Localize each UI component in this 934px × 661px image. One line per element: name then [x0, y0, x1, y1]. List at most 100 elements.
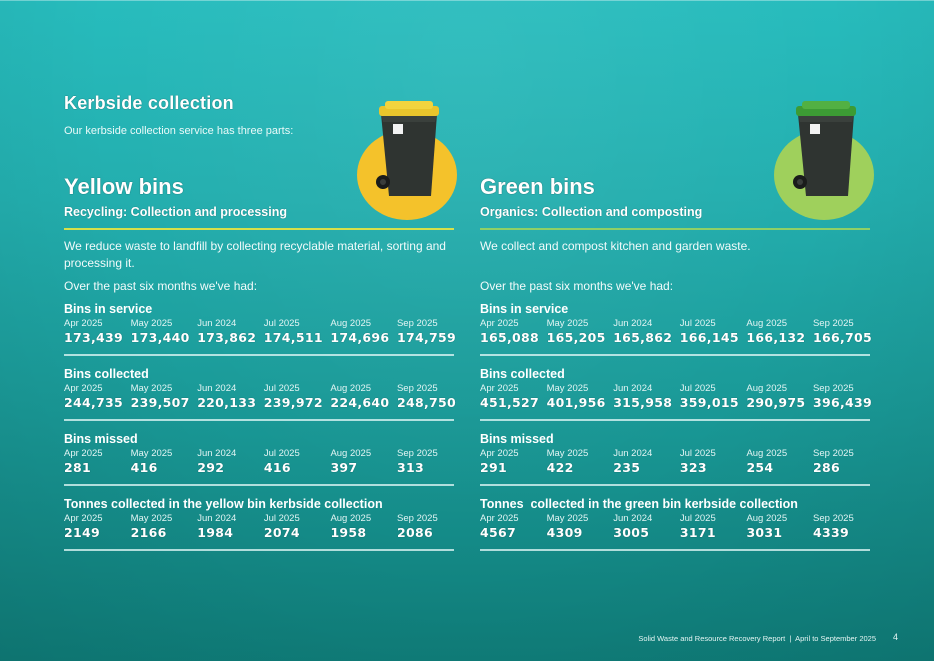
section-subtitle: Our kerbside collection service has thre…	[64, 125, 294, 137]
stat-value: 174,759	[396, 330, 457, 345]
stat-cell: Sep 2025 174,759	[397, 317, 456, 346]
stat-month: May 2025	[130, 318, 173, 329]
stat-cell: May 2025 401,956	[547, 382, 614, 411]
stat-row: Apr 2025 281 May 2025 416 Jun 2024 292 Jul …	[64, 447, 456, 476]
stat-value: 292	[197, 460, 225, 475]
stat-title: Bins collected	[480, 367, 565, 381]
stat-month: May 2025	[130, 513, 173, 524]
stat-cell: May 2025 165,205	[547, 317, 614, 346]
stat-cell: May 2025 416	[131, 447, 198, 476]
stat-month: Jun 2024	[613, 383, 653, 394]
stat-row: Apr 2025 291 May 2025 422 Jun 2024 235 Jul …	[480, 447, 872, 476]
stat-month: Jul 2025	[263, 383, 300, 394]
stat-row: Apr 2025 451,527 May 2025 401,956 Jun 2024…	[480, 382, 872, 411]
green-bin-icon	[774, 98, 874, 220]
stat-month: Aug 2025	[330, 513, 372, 524]
stat-month: Apr 2025	[480, 513, 519, 524]
stat-cell: Sep 2025 396,439	[813, 382, 872, 411]
stat-title: Bins collected	[64, 367, 149, 381]
green-bins-period-label: Over the past six months we've had:	[480, 279, 674, 293]
yellow-bin-icon	[357, 98, 457, 220]
stat-title: Bins in service	[64, 302, 153, 316]
stat-value: 4339	[813, 525, 850, 540]
stat-value: 166,145	[679, 330, 739, 345]
stat-cell: Apr 2025 291	[480, 447, 547, 476]
stat-cell: Jun 2024 173,862	[197, 317, 264, 346]
stat-value: 166,705	[812, 330, 873, 345]
stat-month: Jun 2024	[613, 513, 653, 524]
page-number: 4	[892, 632, 898, 642]
stat-cell: Apr 2025 165,088	[480, 317, 547, 346]
stat-value: 315,958	[613, 395, 673, 410]
stat-value: 165,862	[613, 330, 673, 345]
stat-cell: May 2025 422	[547, 447, 614, 476]
green-bins-title: Green bins	[480, 174, 595, 199]
stat-value: 224,640	[330, 395, 390, 410]
stat-month: May 2025	[546, 318, 589, 329]
stat-cell: Aug 2025 1958	[330, 512, 397, 541]
stat-month: Apr 2025	[480, 318, 519, 329]
wheelie-bin-icon	[793, 101, 856, 196]
stat-value: 396,439	[812, 395, 873, 410]
stat-month: Aug 2025	[330, 448, 372, 459]
stat-month: Sep 2025	[813, 513, 854, 524]
stat-cell: Sep 2025 166,705	[813, 317, 872, 346]
stat-cell: Aug 2025 254	[746, 447, 813, 476]
stat-value: 1984	[197, 525, 234, 540]
stat-value: 4309	[546, 525, 583, 540]
stat-cell: Jun 2024 165,862	[613, 317, 680, 346]
stat-month: Aug 2025	[746, 448, 788, 459]
stat-month: Jun 2024	[197, 318, 237, 329]
stat-month: Jul 2025	[263, 448, 300, 459]
stat-title: Bins missed	[64, 432, 138, 446]
stat-cell: May 2025 4309	[547, 512, 614, 541]
stat-month: Aug 2025	[330, 383, 372, 394]
stat-value: 401,956	[546, 395, 606, 410]
stat-value: 422	[546, 460, 574, 475]
stat-month: Apr 2025	[64, 513, 103, 524]
stat-value: 290,975	[746, 395, 806, 410]
stat-cell: Aug 2025 166,132	[746, 317, 813, 346]
stat-month: Apr 2025	[64, 318, 103, 329]
stat-cell: Jul 2025 416	[264, 447, 331, 476]
yellow-bins-intro: We reduce waste to landfill by collectin…	[64, 239, 446, 270]
stat-month: Jun 2024	[613, 318, 653, 329]
stat-value: 3031	[746, 525, 783, 540]
stat-value: 173,440	[130, 330, 190, 345]
stat-value: 166,132	[746, 330, 806, 345]
green-stat-tonnes-collected: Tonnes collected in the green bin kerbsi…	[480, 496, 872, 551]
stat-cell: Apr 2025 2149	[64, 512, 131, 541]
stat-row: Apr 2025 4567 May 2025 4309 Jun 2024 3005 J…	[480, 512, 872, 541]
stat-month: Apr 2025	[64, 448, 103, 459]
stat-divider	[480, 549, 870, 551]
stat-value: 254	[746, 460, 774, 475]
stat-divider	[64, 354, 454, 356]
yellow-bins-title: Yellow bins	[64, 174, 184, 199]
stat-title: Tonnes collected in the green bin kerbsi…	[480, 497, 798, 511]
stat-cell: Aug 2025 290,975	[746, 382, 813, 411]
stat-value: 235	[613, 460, 641, 475]
stat-divider	[480, 419, 870, 421]
stat-value: 3171	[679, 525, 716, 540]
stat-month: Jun 2024	[613, 448, 653, 459]
stat-value: 244,735	[64, 395, 124, 410]
stat-month: Jul 2025	[263, 513, 300, 524]
section-title: Kerbside collection	[64, 93, 234, 113]
stat-month: May 2025	[546, 448, 589, 459]
stat-divider	[480, 484, 870, 486]
stat-value: 1958	[330, 525, 367, 540]
yellow-stat-bins-in-service: Bins in service Apr 2025 173,439 May 2025…	[64, 301, 456, 356]
green-bins-intro: We collect and compost kitchen and garde…	[480, 239, 751, 253]
stat-value: 165,088	[480, 330, 540, 345]
stat-value: 416	[263, 460, 291, 475]
stat-cell: Aug 2025 397	[330, 447, 397, 476]
stat-divider	[480, 354, 870, 356]
stat-value: 3005	[613, 525, 650, 540]
stat-title: Bins missed	[480, 432, 554, 446]
stat-cell: Jun 2024 220,133	[197, 382, 264, 411]
yellow-stat-bins-missed: Bins missed Apr 2025 281 May 2025 416 Jun …	[64, 431, 456, 486]
stat-cell: Jul 2025 3171	[680, 512, 747, 541]
stat-value: 323	[679, 460, 707, 475]
stat-cell: Jun 2024 292	[197, 447, 264, 476]
stat-title: Bins in service	[480, 302, 569, 316]
